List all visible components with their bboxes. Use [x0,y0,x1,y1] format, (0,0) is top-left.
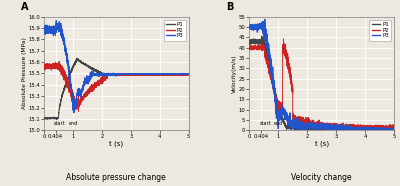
Y-axis label: Absolute Pressure (MPa): Absolute Pressure (MPa) [22,38,27,109]
Legend: P1, P2, P3: P1, P2, P3 [164,20,186,41]
X-axis label: t (s): t (s) [315,141,329,147]
Text: A: A [21,2,28,12]
Text: end: end [68,121,78,126]
Y-axis label: Velocity(m/s): Velocity(m/s) [232,54,237,93]
Legend: P1, P2, P3: P1, P2, P3 [370,20,391,41]
Text: start: start [260,121,271,126]
X-axis label: t (s): t (s) [109,141,123,147]
Title: Velocity change: Velocity change [291,173,352,182]
Text: end: end [274,121,283,126]
Title: Absolute pressure change: Absolute pressure change [66,173,166,182]
Text: start: start [54,121,66,126]
Text: B: B [226,2,234,12]
